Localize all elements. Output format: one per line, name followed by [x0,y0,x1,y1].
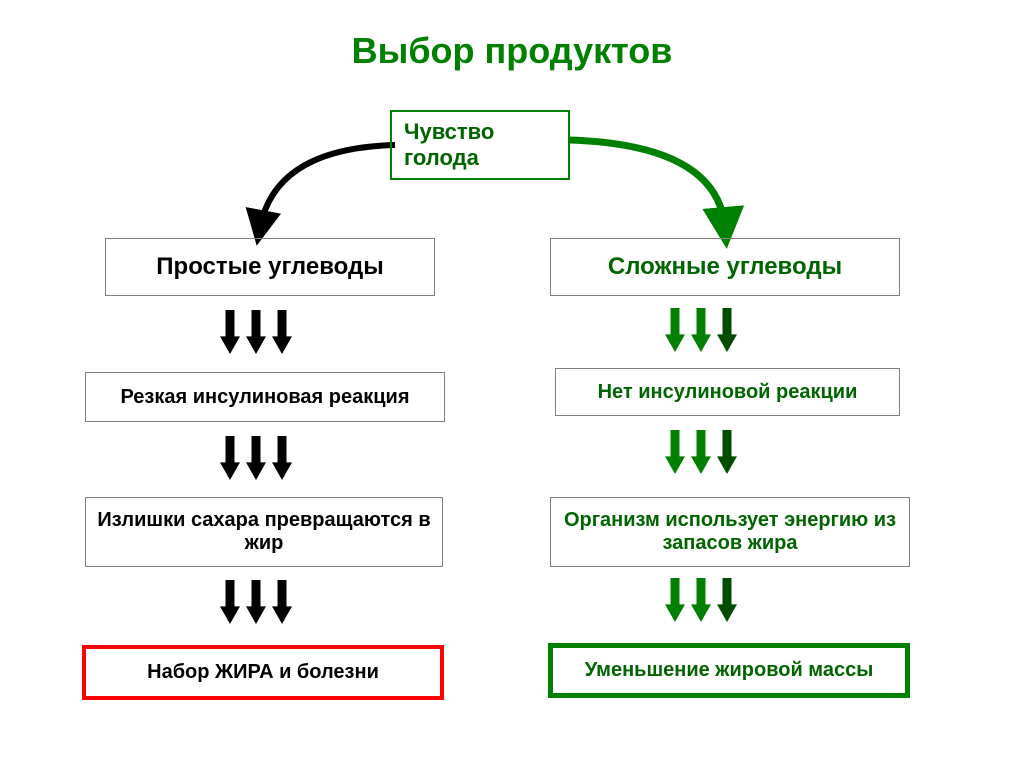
down-arrow-icon [691,430,711,474]
box-complex-carbs: Сложные углеводы [550,238,900,296]
box-simple-carbs: Простые углеводы [105,238,435,296]
arrow-group-5 [665,578,737,622]
down-arrow-icon [665,308,685,352]
down-arrow-icon [665,578,685,622]
arrow-group-3 [665,430,737,474]
down-arrow-icon [717,308,737,352]
down-arrow-icon [717,578,737,622]
arrow-group-1 [665,308,737,352]
down-arrow-icon [246,436,266,480]
down-arrow-icon [220,310,240,354]
down-arrow-icon [665,430,685,474]
box-insulin-sharp-label: Резкая инсулиновая реакция [120,386,409,409]
box-simple-label: Простые углеводы [156,253,383,281]
box-fat-disease-label: Набор ЖИРА и болезни [147,661,379,684]
box-complex-label: Сложные углеводы [608,253,842,281]
arrow-group-2 [220,436,292,480]
down-arrow-icon [246,580,266,624]
arrow-group-4 [220,580,292,624]
box-fat-disease: Набор ЖИРА и болезни [82,645,444,700]
down-arrow-icon [272,310,292,354]
down-arrow-icon [272,580,292,624]
box-sugar-fat: Излишки сахара превращаются в жир [85,497,443,567]
arrow-group-0 [220,310,292,354]
box-body-energy: Организм использует энергию из запасов ж… [550,497,910,567]
box-no-insulin-label: Нет инсулиновой реакции [598,381,858,404]
box-body-energy-label: Организм использует энергию из запасов ж… [559,509,901,555]
box-insulin-sharp: Резкая инсулиновая реакция [85,372,445,422]
box-sugar-fat-label: Излишки сахара превращаются в жир [94,509,434,555]
down-arrow-icon [272,436,292,480]
box-fat-loss-label: Уменьшение жировой массы [585,659,874,682]
box-hunger: Чувство голода [390,110,570,180]
down-arrow-icon [691,308,711,352]
down-arrow-icon [220,580,240,624]
box-no-insulin: Нет инсулиновой реакции [555,368,900,416]
down-arrow-icon [220,436,240,480]
down-arrow-icon [717,430,737,474]
curve-path-right [570,140,725,228]
box-fat-loss: Уменьшение жировой массы [548,643,910,698]
box-hunger-label: Чувство голода [404,119,560,171]
down-arrow-icon [246,310,266,354]
down-arrow-icon [691,578,711,622]
